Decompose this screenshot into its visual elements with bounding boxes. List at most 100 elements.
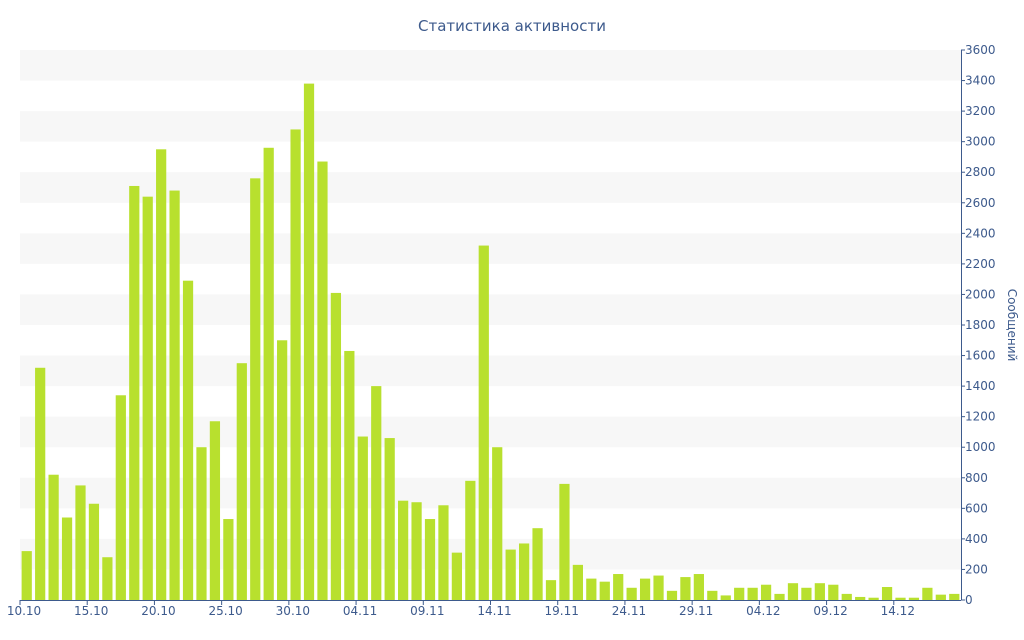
bar[interactable] (693, 574, 704, 600)
bar[interactable] (666, 590, 678, 600)
bar[interactable] (653, 575, 664, 600)
bar[interactable] (411, 502, 422, 600)
bar[interactable] (371, 386, 382, 600)
y-tick-label: 400 (965, 532, 988, 546)
bar[interactable] (156, 149, 167, 600)
bar[interactable] (895, 597, 906, 600)
x-tick-label: 25.10 (208, 604, 242, 618)
y-axis-title: Сообщений (1005, 289, 1019, 362)
bar[interactable] (451, 552, 462, 600)
bar[interactable] (317, 161, 328, 600)
bar[interactable] (922, 587, 933, 600)
bar[interactable] (250, 178, 261, 600)
bar[interactable] (613, 574, 624, 600)
bar[interactable] (935, 594, 946, 600)
y-tick-label: 0 (965, 593, 973, 607)
bar[interactable] (559, 483, 570, 600)
bar[interactable] (774, 593, 785, 600)
bar[interactable] (263, 147, 274, 600)
bar[interactable] (102, 557, 113, 600)
bar[interactable] (277, 340, 288, 600)
bar[interactable] (626, 587, 637, 600)
bar[interactable] (707, 590, 718, 600)
x-tick-label: 29.11 (679, 604, 713, 618)
bar[interactable] (169, 190, 180, 600)
y-axis: 0 200 400 600 800 1000 1200 1400 1600 1800 2000 220… (961, 43, 996, 607)
bar[interactable] (344, 350, 355, 600)
bar[interactable] (48, 474, 59, 600)
bar[interactable] (599, 581, 610, 600)
bar[interactable] (142, 196, 153, 601)
x-tick-label: 04.12 (746, 604, 780, 618)
bar[interactable] (586, 578, 597, 600)
bar[interactable] (129, 185, 140, 600)
bar[interactable] (21, 551, 32, 600)
y-tick-label: 1200 (965, 410, 996, 424)
x-tick-label: 30.10 (276, 604, 310, 618)
bar[interactable] (465, 480, 476, 600)
x-tick-label: 09.11 (410, 604, 444, 618)
bar[interactable] (492, 447, 503, 600)
bar[interactable] (680, 577, 691, 600)
bar[interactable] (182, 280, 194, 600)
bar[interactable] (519, 543, 530, 600)
bar[interactable] (828, 584, 839, 600)
bar[interactable] (115, 395, 126, 600)
y-tick-label: 2400 (965, 226, 996, 240)
x-tick-label: 20.10 (141, 604, 175, 618)
bar[interactable] (75, 485, 86, 600)
bar[interactable] (639, 578, 651, 600)
bar[interactable] (908, 597, 920, 600)
grid-band (20, 50, 961, 81)
y-tick-label: 3000 (965, 135, 996, 149)
bar[interactable] (572, 564, 583, 600)
bar[interactable] (196, 447, 207, 600)
y-tick-label: 3200 (965, 104, 996, 118)
bar[interactable] (290, 129, 301, 600)
x-tick-label: 15.10 (74, 604, 108, 618)
y-tick-label: 2000 (965, 287, 996, 301)
y-tick-label: 1000 (965, 440, 996, 454)
bar[interactable] (545, 580, 557, 600)
bar[interactable] (330, 292, 342, 600)
y-tick-label: 2800 (965, 165, 996, 179)
y-tick-label: 1400 (965, 379, 996, 393)
bar[interactable] (223, 519, 234, 600)
bar[interactable] (88, 503, 100, 600)
bar[interactable] (720, 595, 731, 600)
bar[interactable] (881, 587, 893, 600)
y-tick-label: 200 (965, 562, 988, 576)
bar[interactable] (532, 528, 543, 600)
bar[interactable] (438, 505, 449, 600)
bar[interactable] (303, 83, 315, 601)
bar[interactable] (855, 596, 866, 600)
x-tick-label: 10.10 (7, 604, 41, 618)
bar[interactable] (424, 519, 436, 600)
bar[interactable] (209, 421, 221, 600)
bar[interactable] (478, 245, 489, 600)
bar[interactable] (801, 587, 812, 600)
bar[interactable] (35, 367, 46, 600)
bar[interactable] (61, 517, 73, 601)
y-tick-label: 800 (965, 471, 988, 485)
bar[interactable] (357, 436, 368, 600)
bar[interactable] (236, 363, 247, 600)
x-tick-label: 09.12 (813, 604, 847, 618)
y-tick-label: 3600 (965, 43, 996, 57)
y-tick-label: 600 (965, 501, 988, 515)
bar[interactable] (949, 593, 960, 600)
bar[interactable] (841, 593, 852, 600)
bar[interactable] (868, 597, 879, 600)
bar[interactable] (398, 500, 409, 600)
y-tick-label: 1600 (965, 349, 996, 363)
bar-series (21, 83, 960, 601)
bar[interactable] (814, 583, 825, 600)
bar[interactable] (384, 438, 395, 600)
bar[interactable] (734, 587, 745, 600)
bar[interactable] (787, 583, 799, 600)
y-tick-label: 1800 (965, 318, 996, 332)
bar[interactable] (747, 587, 758, 600)
bar[interactable] (505, 549, 516, 600)
bar[interactable] (760, 584, 772, 600)
